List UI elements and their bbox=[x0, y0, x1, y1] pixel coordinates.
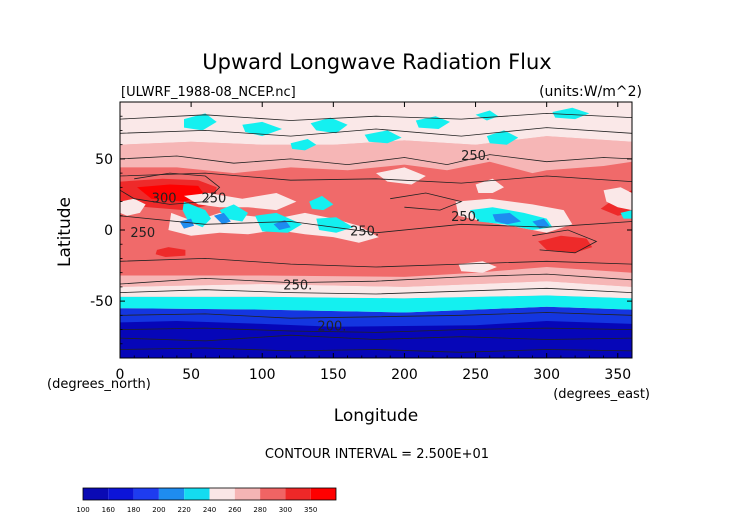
contour-line-12 bbox=[120, 172, 221, 205]
contour-label-1: 300 bbox=[152, 192, 177, 207]
x-tick-label: 300 bbox=[533, 367, 560, 383]
colorbar-tick-label: 220 bbox=[178, 506, 191, 514]
flux-region-37 bbox=[364, 130, 402, 144]
flux-region-7 bbox=[120, 161, 632, 277]
y-tick-label: -50 bbox=[90, 294, 113, 310]
flux-region-42 bbox=[475, 110, 499, 121]
contour-line-3 bbox=[120, 312, 632, 319]
x-tick-label: 150 bbox=[320, 367, 347, 383]
contour-line-5 bbox=[120, 334, 632, 342]
flux-region-4 bbox=[120, 267, 632, 287]
colorbar-swatch bbox=[184, 488, 210, 500]
colorbar-tick-label: 180 bbox=[127, 506, 140, 514]
contour-label-7: 200. bbox=[317, 320, 346, 335]
flux-region-3 bbox=[120, 281, 632, 299]
contour-lines bbox=[120, 112, 632, 353]
x-axis: 0 50 100 150 200 250 300 350 bbox=[116, 102, 631, 383]
colorbar-swatch bbox=[83, 488, 109, 500]
x-tick-label: 350 bbox=[604, 367, 631, 383]
flux-field bbox=[120, 102, 632, 358]
flux-region-38 bbox=[290, 139, 317, 151]
contour-line-13 bbox=[532, 229, 598, 254]
flux-region-31 bbox=[376, 167, 426, 185]
flux-region-40 bbox=[486, 130, 519, 145]
y-units-label: (degrees_north) bbox=[47, 377, 151, 392]
flux-region-34 bbox=[184, 113, 217, 131]
colorbar-swatch bbox=[234, 488, 261, 500]
colorbar-tick-label: 160 bbox=[102, 506, 115, 514]
chart-title: Upward Longwave Radiation Flux bbox=[202, 50, 551, 74]
contour-line-0 bbox=[120, 154, 632, 166]
y-tick-label: 50 bbox=[95, 152, 113, 168]
contour-line-7 bbox=[120, 215, 632, 234]
flux-region-36 bbox=[310, 117, 348, 134]
y-axis-label: Latitude bbox=[55, 197, 75, 267]
contour-line-6 bbox=[120, 347, 632, 353]
flux-region-32 bbox=[475, 178, 504, 193]
colorbar-tick-label: 100 bbox=[76, 506, 89, 514]
x-axis-label: Longitude bbox=[334, 406, 419, 426]
flux-region-24 bbox=[309, 195, 334, 211]
colorbar-tick-label: 280 bbox=[253, 506, 266, 514]
colorbar-swatch bbox=[108, 488, 134, 500]
flux-region-21 bbox=[213, 212, 231, 225]
flux-region-14 bbox=[120, 198, 146, 216]
contour-line-9 bbox=[120, 172, 632, 184]
flux-region-13 bbox=[538, 235, 593, 253]
x-tick-label: 0 bbox=[116, 367, 125, 383]
flux-region-6 bbox=[120, 136, 632, 174]
contour-line-14 bbox=[390, 192, 463, 211]
flux-region-12 bbox=[155, 247, 186, 257]
source-file-label: [ULWRF_1988-08_NCEP.nc] bbox=[121, 85, 296, 100]
flux-region-27 bbox=[492, 212, 522, 225]
colorbar-swatch bbox=[285, 488, 311, 500]
flux-region-28 bbox=[532, 218, 550, 229]
units-label: (units:W/m^2) bbox=[539, 84, 642, 100]
contour-line-4 bbox=[120, 327, 632, 333]
colorbar-swatch bbox=[310, 488, 336, 500]
colorbar-tick-label: 260 bbox=[228, 506, 241, 514]
contour-label-3: 250. bbox=[451, 210, 480, 225]
contour-labels: 250. 300 250 250. 250 250. 250. 200. bbox=[130, 149, 490, 335]
contour-line-2 bbox=[120, 287, 632, 295]
colorbar-frame bbox=[82, 487, 337, 501]
contour-label-5: 250. bbox=[350, 224, 379, 239]
colorbar: 100 160 180 200 220 240 260 280 300 350 bbox=[76, 487, 337, 514]
x-tick-label: 200 bbox=[391, 367, 418, 383]
colorbar-swatch bbox=[260, 488, 286, 500]
colorbar-swatch bbox=[209, 488, 235, 500]
colorbar-swatch bbox=[133, 488, 159, 500]
x-tick-label: 100 bbox=[249, 367, 276, 383]
contour-line-10 bbox=[120, 127, 632, 137]
contour-label-6: 250. bbox=[283, 278, 312, 293]
colorbar-tick-label: 240 bbox=[203, 506, 216, 514]
contour-line-8 bbox=[120, 257, 632, 268]
flux-region-22 bbox=[179, 218, 194, 229]
flux-region-41 bbox=[552, 107, 590, 120]
x-tick-label: 250 bbox=[462, 367, 489, 383]
colorbar-tick-label: 200 bbox=[152, 506, 165, 514]
colorbar-swatch bbox=[158, 488, 185, 500]
flux-region-16 bbox=[184, 193, 297, 211]
flux-region-35 bbox=[242, 121, 283, 137]
flux-region-39 bbox=[415, 116, 450, 129]
contour-label-0: 250. bbox=[461, 149, 490, 164]
colorbar-tick-label: 300 bbox=[279, 506, 292, 514]
x-tick-label: 50 bbox=[182, 367, 200, 383]
flux-region-2 bbox=[120, 295, 632, 313]
contour-label-4: 250 bbox=[130, 226, 155, 241]
flux-region-29 bbox=[603, 187, 632, 211]
y-axis: 50 0 -50 bbox=[90, 115, 632, 345]
colorbar-tick-label: 350 bbox=[304, 506, 317, 514]
contour-label-2: 250 bbox=[201, 192, 226, 207]
x-units-label: (degrees_east) bbox=[553, 387, 650, 402]
contour-line-1 bbox=[120, 273, 632, 285]
contour-line-11 bbox=[120, 112, 632, 121]
contour-interval-text: CONTOUR INTERVAL = 2.500E+01 bbox=[265, 447, 489, 462]
y-tick-label: 0 bbox=[104, 223, 113, 239]
flux-region-23 bbox=[273, 220, 291, 230]
flux-region-30 bbox=[620, 210, 632, 219]
